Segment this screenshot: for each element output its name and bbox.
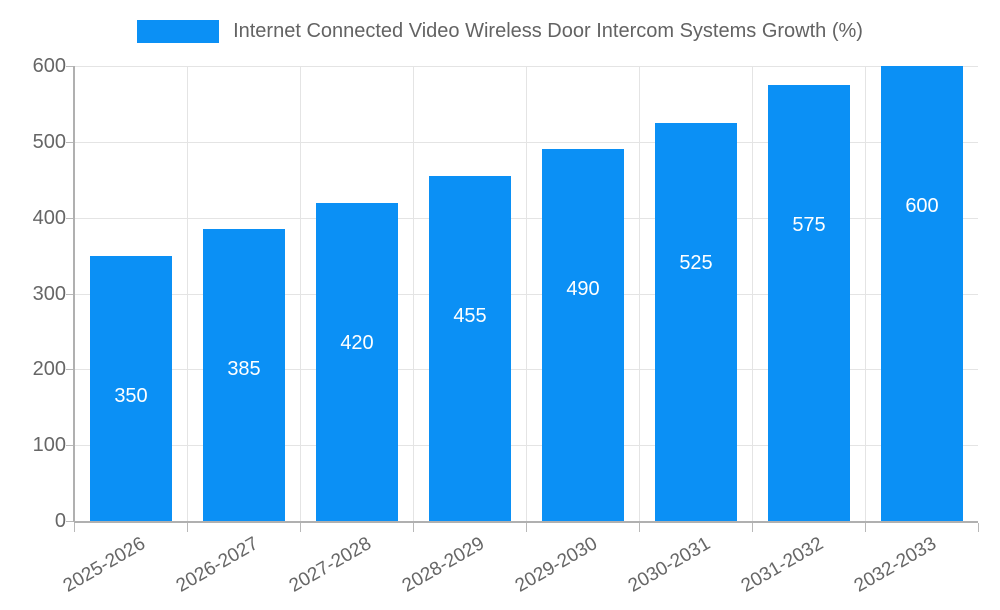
vertical-gridline — [639, 66, 640, 521]
y-axis-tick-label: 600 — [32, 55, 66, 77]
x-axis-tick-mark — [187, 523, 188, 532]
x-axis-tick-label: 2027-2028 — [285, 533, 375, 597]
vertical-gridline — [413, 66, 414, 521]
plot-area: 350 385 420 455 490 525 575 600 — [74, 66, 978, 522]
bar-value-label: 420 — [340, 331, 374, 354]
y-axis-line — [73, 66, 75, 522]
bar[interactable]: 575 — [768, 84, 850, 521]
bar[interactable]: 385 — [203, 229, 285, 521]
x-axis-tick-label: 2031-2032 — [737, 533, 827, 597]
x-axis-tick-mark — [526, 523, 527, 532]
x-axis-tick-mark — [865, 523, 866, 532]
y-axis-tick-mark — [66, 293, 73, 295]
y-axis-tick-mark — [66, 66, 73, 67]
bar-value-label: 350 — [114, 384, 148, 407]
vertical-gridline — [187, 66, 188, 521]
x-axis-tick-label: 2026-2027 — [172, 533, 262, 597]
chart-legend: Internet Connected Video Wireless Door I… — [0, 14, 1000, 48]
vertical-gridline — [526, 66, 527, 521]
bar-value-label: 455 — [453, 304, 487, 327]
y-axis-tick-label: 200 — [32, 358, 66, 381]
y-axis-tick-labels: 0 100 200 300 400 500 600 — [0, 0, 66, 600]
y-axis-tick-mark — [66, 445, 73, 447]
legend-series-label: Internet Connected Video Wireless Door I… — [233, 20, 863, 42]
x-axis-tick-label: 2030-2031 — [624, 533, 714, 597]
bar[interactable]: 600 — [881, 66, 963, 521]
bar[interactable]: 350 — [90, 255, 172, 521]
y-axis-tick-label: 300 — [32, 282, 66, 305]
y-axis-tick-label: 100 — [32, 434, 66, 457]
vertical-gridline — [865, 66, 866, 521]
x-axis-tick-label: 2029-2030 — [511, 533, 601, 597]
bar-value-label: 385 — [227, 358, 261, 381]
bar-value-label: 575 — [792, 213, 826, 236]
y-axis-tick-mark — [66, 369, 73, 371]
y-axis-tick-mark — [66, 217, 73, 219]
vertical-gridline — [300, 66, 301, 521]
bar[interactable]: 490 — [542, 149, 624, 521]
x-axis-line — [74, 521, 978, 523]
x-axis-tick-label: 2032-2033 — [850, 533, 940, 597]
bar-value-label: 525 — [679, 251, 713, 274]
x-axis-tick-mark — [300, 523, 301, 532]
x-axis-tick-mark — [413, 523, 414, 532]
x-axis-tick-mark — [74, 523, 75, 532]
y-axis-tick-mark — [66, 521, 73, 522]
bar[interactable]: 420 — [316, 202, 398, 521]
y-axis-tick-label: 0 — [54, 510, 66, 532]
bar-value-label: 490 — [566, 278, 600, 301]
x-axis-tick-label: 2028-2029 — [398, 533, 488, 597]
vertical-gridline — [752, 66, 753, 521]
y-axis-tick-mark — [66, 141, 73, 143]
x-axis-tick-mark — [978, 523, 979, 532]
y-axis-tick-label: 500 — [32, 130, 66, 153]
bar-value-label: 600 — [905, 195, 939, 217]
legend-color-swatch[interactable] — [137, 19, 220, 43]
x-axis-tick-mark — [752, 523, 753, 532]
y-axis-tick-label: 400 — [32, 206, 66, 229]
x-axis-tick-mark — [639, 523, 640, 532]
bar[interactable]: 455 — [429, 175, 511, 521]
bar[interactable]: 525 — [655, 122, 737, 521]
